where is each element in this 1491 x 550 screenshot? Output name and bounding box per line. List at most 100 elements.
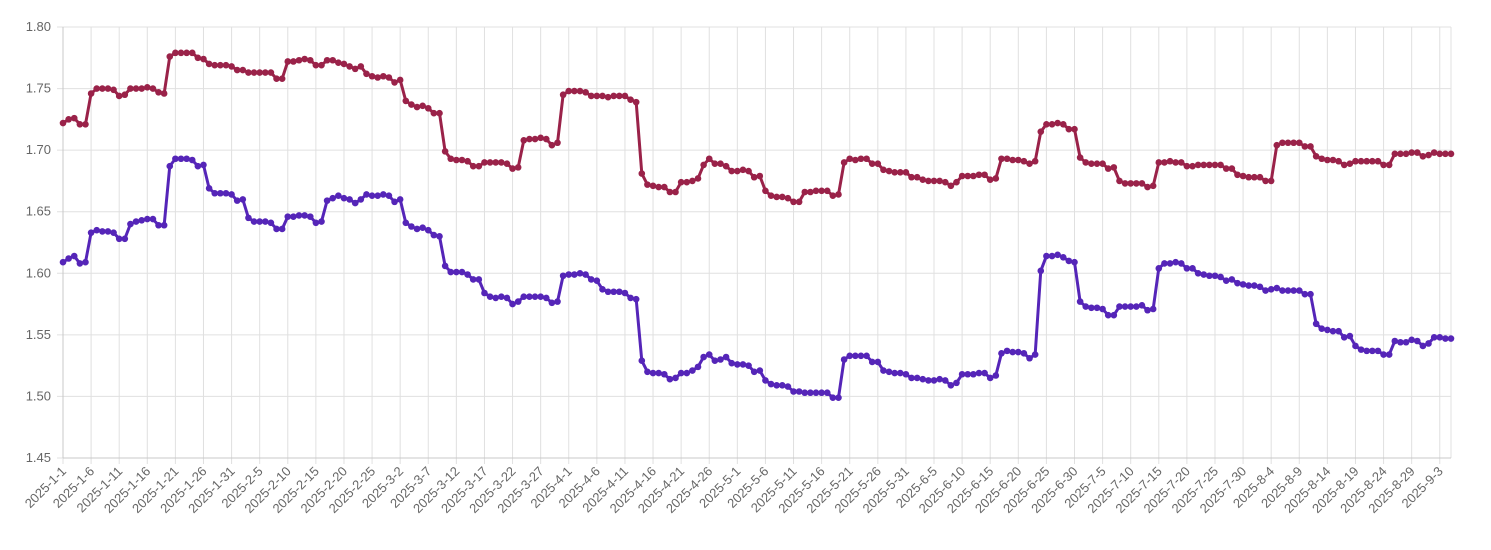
data-point bbox=[1419, 342, 1427, 350]
data-point bbox=[891, 169, 898, 176]
data-point bbox=[155, 88, 162, 96]
data-point bbox=[104, 85, 112, 92]
y-tick-label: 1.60 bbox=[26, 265, 51, 280]
data-point bbox=[301, 212, 308, 219]
data-point bbox=[728, 167, 736, 175]
data-point bbox=[1312, 153, 1320, 160]
data-point bbox=[1391, 150, 1399, 158]
data-point bbox=[1144, 183, 1151, 191]
data-point bbox=[1121, 303, 1129, 310]
data-point bbox=[509, 300, 516, 308]
data-point bbox=[82, 120, 89, 128]
data-point bbox=[458, 268, 466, 276]
data-point bbox=[1262, 177, 1269, 185]
data-point bbox=[1065, 257, 1073, 265]
data-point bbox=[245, 69, 252, 76]
data-point bbox=[632, 295, 640, 303]
data-point bbox=[582, 88, 589, 96]
data-point bbox=[964, 370, 972, 378]
data-point bbox=[211, 189, 219, 197]
data-point bbox=[902, 370, 910, 378]
data-point bbox=[1312, 320, 1320, 328]
data-point bbox=[1397, 150, 1404, 158]
data-point bbox=[1211, 272, 1219, 280]
data-point bbox=[1166, 260, 1174, 267]
data-point bbox=[958, 172, 966, 180]
data-point bbox=[256, 69, 263, 76]
data-point bbox=[1329, 156, 1337, 164]
data-point bbox=[790, 198, 797, 206]
data-point bbox=[115, 235, 123, 243]
data-point bbox=[554, 139, 561, 147]
data-point bbox=[503, 160, 511, 167]
data-point bbox=[930, 377, 938, 384]
data-point bbox=[1335, 157, 1342, 165]
data-point bbox=[1177, 260, 1185, 267]
data-point bbox=[582, 271, 589, 278]
data-point bbox=[571, 87, 578, 95]
data-point bbox=[1116, 303, 1123, 310]
data-point bbox=[1408, 149, 1415, 156]
data-point bbox=[722, 162, 730, 170]
data-point bbox=[565, 271, 573, 278]
data-point bbox=[885, 368, 893, 376]
data-point bbox=[975, 369, 983, 377]
x-gridlines bbox=[62, 27, 1452, 464]
data-point bbox=[222, 189, 230, 197]
data-point bbox=[1222, 165, 1230, 172]
data-point bbox=[880, 166, 887, 174]
data-point bbox=[1088, 160, 1095, 167]
data-point bbox=[1413, 149, 1421, 156]
data-point bbox=[660, 183, 668, 191]
data-point bbox=[970, 172, 977, 180]
data-point bbox=[1273, 284, 1281, 292]
data-point bbox=[363, 70, 370, 78]
data-point bbox=[1020, 350, 1028, 357]
data-point bbox=[913, 374, 921, 382]
data-point bbox=[644, 368, 651, 376]
data-point bbox=[1357, 346, 1365, 353]
data-point bbox=[290, 213, 297, 220]
data-point bbox=[908, 374, 915, 382]
data-point bbox=[1059, 120, 1067, 128]
data-point bbox=[1082, 159, 1090, 166]
data-point bbox=[1217, 161, 1224, 169]
data-point bbox=[306, 56, 314, 64]
data-point bbox=[1301, 143, 1309, 150]
data-point bbox=[998, 350, 1005, 357]
data-point bbox=[1009, 348, 1016, 356]
data-point bbox=[1239, 172, 1247, 180]
data-point bbox=[211, 61, 219, 69]
data-point bbox=[391, 198, 398, 206]
data-point bbox=[385, 192, 393, 200]
data-point bbox=[1015, 348, 1022, 356]
data-point bbox=[262, 69, 269, 76]
data-point bbox=[1234, 171, 1241, 179]
data-point bbox=[1054, 251, 1061, 259]
data-point bbox=[1346, 160, 1354, 167]
data-point bbox=[1385, 351, 1393, 358]
data-point bbox=[666, 375, 674, 383]
data-point bbox=[475, 276, 483, 283]
data-point bbox=[1363, 157, 1371, 165]
data-point bbox=[981, 369, 988, 377]
data-point bbox=[610, 288, 617, 296]
data-point bbox=[498, 159, 505, 166]
data-point bbox=[312, 61, 320, 69]
data-point bbox=[1031, 157, 1039, 165]
data-point bbox=[964, 172, 972, 180]
data-point bbox=[1121, 180, 1129, 187]
data-point bbox=[975, 171, 983, 179]
data-point bbox=[868, 358, 876, 366]
data-point bbox=[380, 191, 387, 198]
data-point bbox=[93, 226, 101, 234]
data-point bbox=[762, 377, 769, 384]
data-point bbox=[424, 226, 432, 234]
data-point bbox=[346, 63, 353, 70]
data-point bbox=[1200, 161, 1208, 169]
data-point bbox=[750, 173, 758, 181]
data-point bbox=[526, 293, 533, 300]
data-point bbox=[340, 60, 348, 68]
data-point bbox=[1026, 160, 1033, 167]
